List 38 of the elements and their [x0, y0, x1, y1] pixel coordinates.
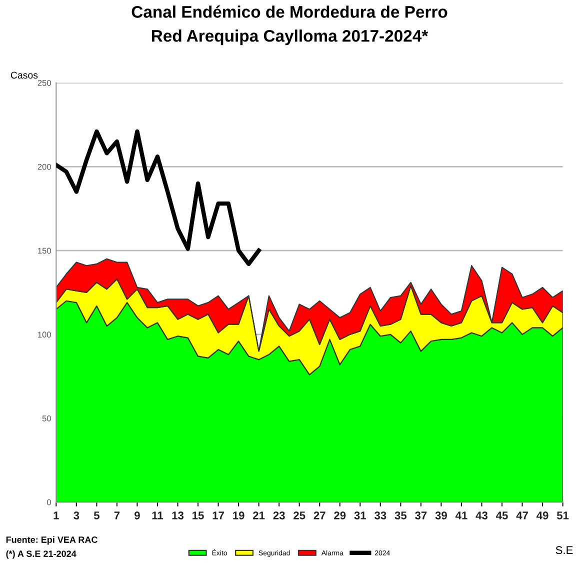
x-tick-label: 41: [455, 512, 468, 520]
x-tick-label: 49: [536, 512, 548, 520]
x-tick-label: 5: [94, 512, 100, 520]
x-tick-label: 35: [394, 512, 407, 520]
x-tick-label: 29: [334, 512, 346, 520]
x-tick-label: 17: [212, 512, 224, 520]
y-tick-label: 250: [38, 80, 51, 86]
x-tick-label: 31: [354, 512, 366, 520]
x-tick-label: 25: [294, 512, 306, 520]
x-tick-label: 45: [496, 512, 508, 520]
y-tick-label: 200: [38, 164, 51, 170]
x-tick-label: 19: [233, 512, 244, 520]
x-tick-label: 23: [273, 512, 285, 520]
x-tick-label: 11: [152, 512, 164, 520]
y-tick-label: 100: [38, 332, 51, 338]
text: (*) A S.E 21-2024: [6, 550, 76, 559]
line-series: [56, 129, 261, 266]
x-tick-label: 21: [253, 512, 265, 520]
source-note: Fuente: Epi VEA RAC: [6, 536, 98, 545]
chart-title: Canal Endémico de Mordedura de Perro Red Arequipa Caylloma 2017-2024*: [132, 5, 448, 46]
x-tick-label: 47: [516, 512, 528, 520]
x-axis-title: S.E: [556, 546, 573, 554]
y-axis-title: Casos: [10, 72, 38, 79]
x-tick-label: 3: [74, 512, 80, 520]
x-tick-label: 15: [192, 512, 204, 520]
x-tick-label: 39: [435, 512, 447, 520]
y-tick-label: 50: [42, 416, 51, 422]
x-tick-label: 37: [415, 512, 427, 520]
y-tick-label: 150: [38, 248, 51, 254]
x-tick-label: 1: [54, 512, 59, 520]
x-tick-label: 9: [134, 512, 140, 520]
x-tick-label: 13: [172, 512, 184, 520]
x-tick-label: 27: [314, 512, 326, 520]
y-tick-label: 0: [46, 499, 51, 506]
x-tick-label: 43: [476, 512, 488, 520]
x-tick-label: 33: [374, 512, 386, 520]
x-tick-label: 51: [556, 512, 569, 520]
x-tick-label: 7: [114, 512, 120, 520]
